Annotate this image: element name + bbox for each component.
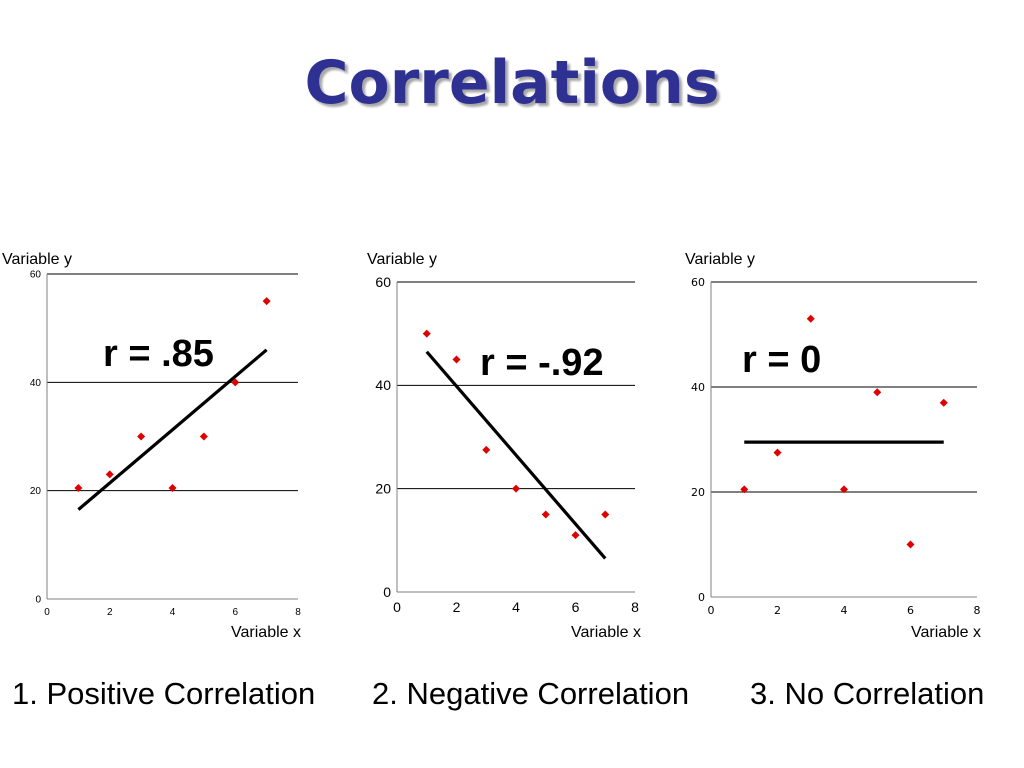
data-point bbox=[262, 297, 271, 306]
x-axis-label: Variable x bbox=[911, 624, 981, 641]
x-axis-label: Variable x bbox=[571, 624, 641, 641]
x-tick-label: 2 bbox=[774, 604, 781, 617]
data-point bbox=[231, 378, 240, 387]
y-tick-label: 20 bbox=[375, 481, 391, 497]
y-tick-label: 0 bbox=[35, 595, 41, 606]
x-tick-label: 4 bbox=[841, 604, 848, 617]
data-point bbox=[740, 485, 749, 494]
x-tick-label: 6 bbox=[907, 604, 914, 617]
caption-negative: 2. Negative Correlation bbox=[372, 676, 690, 711]
caption-positive: 1. Positive Correlation bbox=[12, 676, 316, 711]
x-tick-label: 2 bbox=[453, 599, 461, 615]
data-point bbox=[105, 470, 114, 479]
x-axis-label: Variable x bbox=[231, 624, 301, 641]
slide-title: Correlations bbox=[304, 48, 720, 118]
y-tick-label: 40 bbox=[30, 378, 42, 389]
correlation-annotation: r = 0 bbox=[742, 339, 821, 381]
data-point bbox=[906, 540, 915, 549]
data-point bbox=[482, 445, 491, 454]
data-point bbox=[601, 510, 610, 519]
x-tick-label: 4 bbox=[512, 599, 520, 615]
caption-none: 3. No Correlation bbox=[750, 676, 985, 711]
y-tick-label: 60 bbox=[30, 270, 42, 281]
data-point bbox=[873, 388, 882, 397]
trend-line bbox=[77, 348, 268, 511]
data-point bbox=[806, 314, 815, 323]
y-tick-label: 20 bbox=[691, 486, 705, 499]
x-tick-label: 8 bbox=[974, 604, 981, 617]
x-tick-label: 2 bbox=[107, 607, 113, 618]
data-point bbox=[939, 398, 948, 407]
correlation-annotation: r = -.92 bbox=[480, 342, 604, 384]
y-tick-label: 40 bbox=[691, 381, 705, 394]
data-point bbox=[571, 531, 580, 540]
data-point bbox=[840, 485, 848, 494]
x-tick-label: 0 bbox=[708, 604, 715, 617]
data-point bbox=[137, 432, 146, 441]
x-tick-label: 0 bbox=[393, 599, 401, 615]
data-point bbox=[199, 432, 208, 441]
x-tick-label: 6 bbox=[232, 607, 238, 618]
y-tick-label: 60 bbox=[375, 274, 391, 290]
data-point bbox=[452, 355, 461, 364]
x-tick-label: 8 bbox=[631, 599, 639, 615]
data-point bbox=[168, 483, 177, 492]
x-tick-label: 6 bbox=[572, 599, 580, 615]
y-tick-label: 0 bbox=[698, 591, 705, 604]
y-axis-label: Variable y bbox=[2, 251, 72, 268]
data-point bbox=[541, 510, 550, 519]
data-point bbox=[512, 484, 520, 493]
data-point bbox=[74, 483, 83, 492]
y-tick-label: 20 bbox=[30, 486, 42, 497]
x-tick-label: 4 bbox=[170, 607, 176, 618]
y-tick-label: 0 bbox=[383, 584, 391, 600]
y-tick-label: 40 bbox=[375, 377, 391, 393]
y-axis-label: Variable y bbox=[367, 251, 437, 268]
y-axis-label: Variable y bbox=[685, 251, 755, 268]
data-point bbox=[773, 448, 782, 457]
x-tick-label: 8 bbox=[295, 607, 301, 618]
x-tick-label: 0 bbox=[44, 607, 50, 618]
trend-line bbox=[425, 350, 607, 560]
correlation-annotation: r = .85 bbox=[103, 333, 214, 375]
y-tick-label: 60 bbox=[691, 276, 705, 289]
data-point bbox=[422, 329, 431, 338]
